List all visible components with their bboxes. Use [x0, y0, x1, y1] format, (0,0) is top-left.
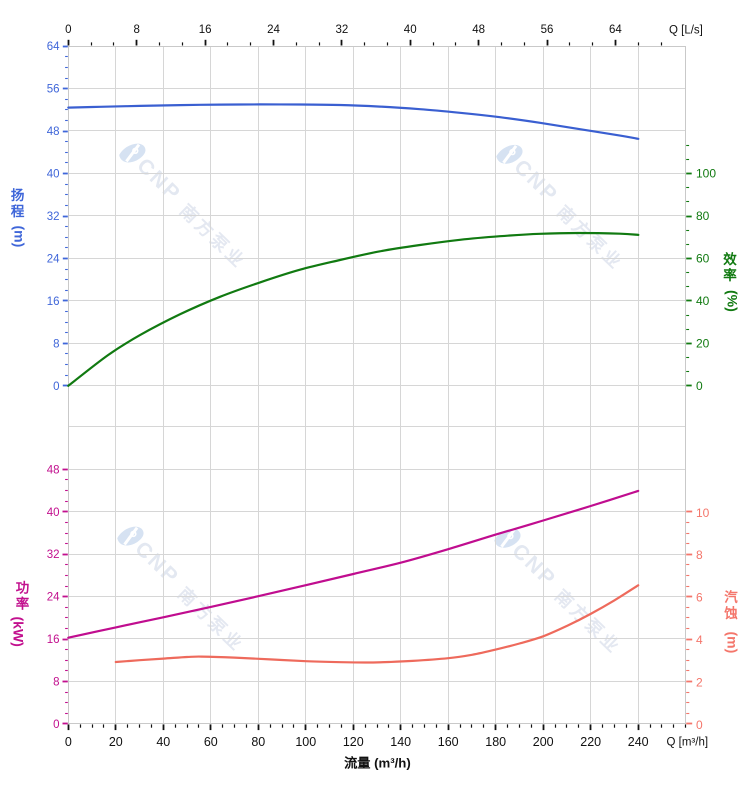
svg-text:24: 24 [47, 592, 60, 604]
svg-text:0: 0 [696, 718, 703, 732]
svg-text:8: 8 [696, 548, 703, 562]
svg-text:80: 80 [696, 209, 710, 223]
svg-text:16: 16 [47, 296, 60, 308]
svg-text:16: 16 [47, 634, 60, 646]
svg-text:160: 160 [438, 735, 459, 749]
svg-text:180: 180 [485, 735, 506, 749]
svg-text:0: 0 [65, 24, 71, 36]
svg-text:8: 8 [133, 24, 139, 36]
svg-text:32: 32 [47, 549, 60, 561]
svg-text:40: 40 [404, 24, 417, 36]
svg-text:6: 6 [696, 591, 703, 605]
svg-text:48: 48 [47, 464, 60, 476]
svg-text:(m): (m) [725, 632, 741, 654]
svg-text:56: 56 [47, 84, 60, 96]
svg-text:32: 32 [336, 24, 349, 36]
svg-text:24: 24 [47, 253, 60, 265]
svg-text:48: 48 [472, 24, 485, 36]
svg-text:Q [m³/h]: Q [m³/h] [667, 737, 709, 749]
svg-text:100: 100 [295, 735, 316, 749]
svg-text:200: 200 [533, 735, 554, 749]
svg-text:程: 程 [11, 204, 25, 219]
svg-text:效: 效 [723, 251, 737, 267]
svg-text:2: 2 [696, 676, 703, 690]
svg-text:20: 20 [696, 336, 710, 350]
svg-text:64: 64 [47, 41, 60, 53]
svg-text:扬: 扬 [11, 187, 25, 203]
svg-text:240: 240 [628, 735, 649, 749]
svg-text:0: 0 [696, 379, 703, 393]
svg-text:8: 8 [53, 677, 59, 689]
svg-text:0: 0 [53, 381, 59, 393]
svg-text:10: 10 [696, 506, 710, 520]
svg-text:40: 40 [47, 507, 60, 519]
svg-text:功: 功 [16, 581, 30, 596]
svg-text:(kW): (kW) [11, 617, 27, 647]
svg-text:24: 24 [267, 24, 280, 36]
svg-text:蚀: 蚀 [723, 605, 738, 621]
svg-text:48: 48 [47, 126, 60, 138]
svg-text:32: 32 [47, 211, 60, 223]
svg-text:(%): (%) [725, 290, 741, 312]
svg-text:220: 220 [580, 735, 601, 749]
svg-text:(m): (m) [12, 226, 28, 248]
svg-text:100: 100 [696, 167, 716, 181]
svg-text:56: 56 [541, 24, 554, 36]
svg-text:率: 率 [16, 596, 30, 612]
svg-text:140: 140 [390, 735, 411, 749]
svg-text:60: 60 [204, 735, 218, 749]
svg-text:20: 20 [109, 735, 123, 749]
svg-text:120: 120 [343, 735, 364, 749]
svg-text:流量 (m³/h): 流量 (m³/h) [344, 755, 411, 771]
svg-text:60: 60 [696, 251, 710, 265]
svg-text:汽: 汽 [724, 589, 738, 605]
svg-text:80: 80 [251, 735, 265, 749]
svg-text:8: 8 [53, 338, 59, 350]
svg-text:0: 0 [53, 719, 59, 731]
svg-text:40: 40 [156, 735, 170, 749]
svg-text:0: 0 [65, 735, 72, 749]
svg-text:4: 4 [696, 633, 703, 647]
svg-text:Q [L/s]: Q [L/s] [669, 25, 703, 37]
svg-text:64: 64 [609, 24, 622, 36]
svg-text:率: 率 [723, 267, 737, 283]
svg-text:40: 40 [47, 169, 60, 181]
svg-text:40: 40 [696, 294, 710, 308]
svg-text:16: 16 [199, 24, 212, 36]
